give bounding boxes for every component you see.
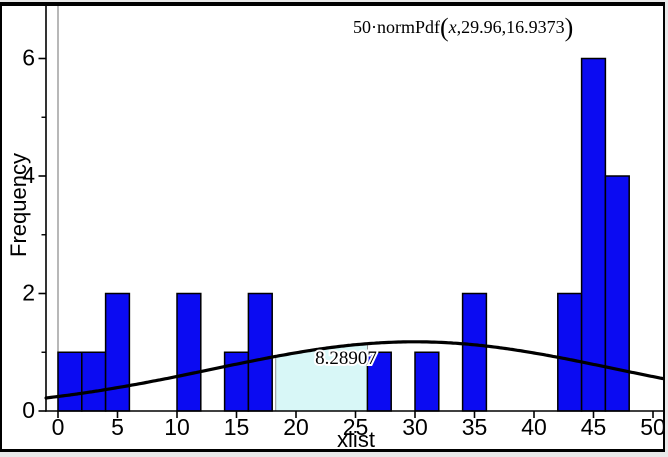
- histogram-bar[interactable]: [461, 292, 488, 412]
- y-axis-ticks: 0 2 4 6: [22, 45, 46, 423]
- x-tick-label: 45: [581, 414, 607, 440]
- x-tick-label: 50: [640, 414, 666, 440]
- x-axis-ticks: 0 5 10 15 20 25 30 35 40 45 50: [52, 411, 666, 440]
- x-tick-label: 25: [343, 414, 369, 440]
- histogram-bar[interactable]: [414, 351, 440, 412]
- histogram-bar[interactable]: [580, 57, 607, 412]
- histogram-bar[interactable]: [176, 292, 202, 412]
- x-tick-label: 5: [111, 414, 124, 440]
- x-tick-label: 10: [164, 414, 190, 440]
- histogram-bar[interactable]: [81, 351, 107, 412]
- y-tick-label: 6: [22, 45, 35, 71]
- x-tick-label: 20: [283, 414, 309, 440]
- y-tick-label: 4: [22, 162, 35, 188]
- histogram-bar[interactable]: [557, 292, 583, 412]
- curve-equation-label[interactable]: 50·normPdf(x,29.96,16.9373): [353, 13, 573, 42]
- area-value-label[interactable]: 8.28907: [313, 346, 379, 371]
- normal-curve[interactable]: [44, 340, 665, 400]
- y-tick-label: 0: [22, 397, 35, 423]
- histogram-bar[interactable]: [57, 351, 83, 412]
- x-tick-label: 40: [521, 414, 547, 440]
- histogram-bar[interactable]: [604, 175, 630, 412]
- x-tick-label: 15: [224, 414, 250, 440]
- x-axis-title: xlist: [337, 427, 375, 452]
- x-tick-label: 30: [402, 414, 428, 440]
- x-tick-label: 0: [52, 414, 65, 440]
- histogram-bar[interactable]: [247, 292, 273, 412]
- x-tick-label: 35: [462, 414, 488, 440]
- y-axis-title: Frequency: [6, 153, 31, 257]
- y-tick-label: 2: [22, 280, 35, 306]
- histogram-bar[interactable]: [104, 292, 131, 412]
